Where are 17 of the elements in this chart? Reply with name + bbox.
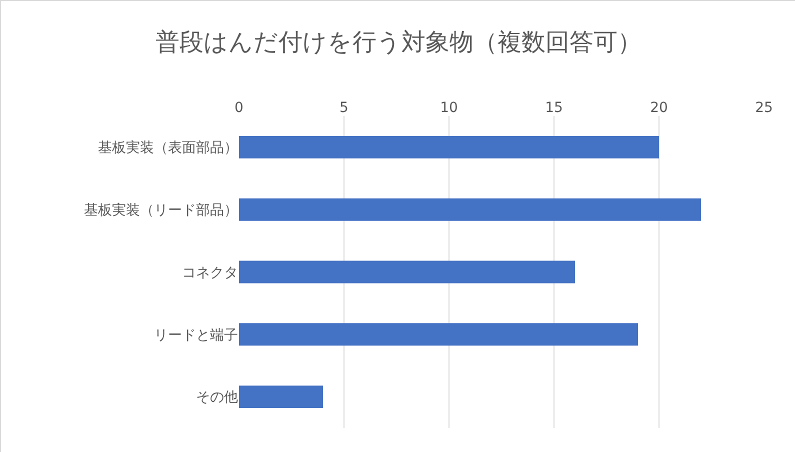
- y-tick-label: その他: [196, 390, 238, 406]
- bar: [239, 386, 323, 408]
- bar: [239, 136, 659, 158]
- chart-title: 普段はんだ付けを行う対象物（複数回答可）: [156, 28, 642, 56]
- x-tick-label: 25: [755, 100, 773, 116]
- bar: [239, 260, 575, 284]
- bar: [239, 198, 701, 221]
- y-tick-label: コネクタ: [182, 264, 238, 281]
- x-tick-label: 0: [234, 100, 244, 116]
- y-tick-label: 基板実装（表面部品）: [98, 140, 238, 156]
- x-tick-label: 10: [440, 100, 458, 116]
- bar: [239, 323, 638, 346]
- y-tick-label: 基板実装（リード部品）: [84, 202, 238, 218]
- y-tick-label: リードと端子: [154, 327, 238, 344]
- x-tick-label: 5: [340, 100, 348, 116]
- x-tick-label: 15: [545, 100, 563, 116]
- x-tick-label: 20: [650, 100, 668, 116]
